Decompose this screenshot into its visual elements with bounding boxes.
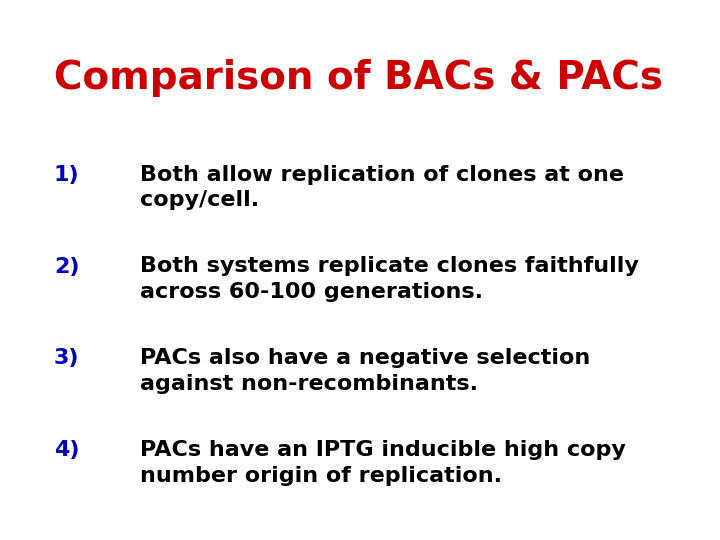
Text: 2): 2) <box>54 256 79 276</box>
Text: 1): 1) <box>54 165 80 185</box>
Text: PACs also have a negative selection
against non-recombinants.: PACs also have a negative selection agai… <box>140 348 590 394</box>
Text: PACs have an IPTG inducible high copy
number origin of replication.: PACs have an IPTG inducible high copy nu… <box>140 440 626 485</box>
Text: Comparison of BACs & PACs: Comparison of BACs & PACs <box>54 59 663 97</box>
Text: Both allow replication of clones at one
copy/cell.: Both allow replication of clones at one … <box>140 165 624 210</box>
Text: 3): 3) <box>54 348 79 368</box>
Text: Both systems replicate clones faithfully
across 60-100 generations.: Both systems replicate clones faithfully… <box>140 256 639 302</box>
Text: 4): 4) <box>54 440 79 460</box>
